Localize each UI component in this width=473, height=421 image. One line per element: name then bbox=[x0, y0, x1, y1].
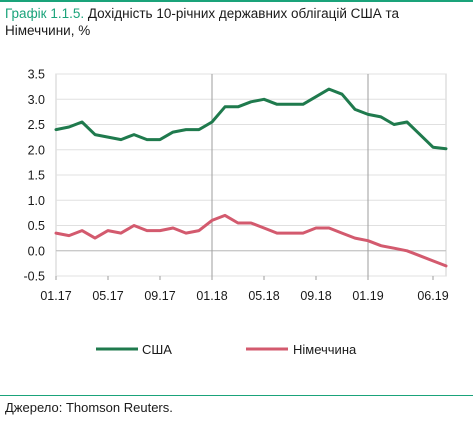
x-tick-label: 06.19 bbox=[417, 289, 448, 303]
y-tick-label: 0.5 bbox=[28, 219, 45, 233]
source-note: Джерело: Thomson Reuters. bbox=[5, 400, 173, 415]
chart-title-text: Дохідність 10-річних державних облігацій… bbox=[5, 6, 400, 38]
line-usa bbox=[54, 87, 448, 151]
x-tick-label: 05.17 bbox=[92, 289, 123, 303]
x-tick-label: 01.17 bbox=[40, 289, 71, 303]
y-tick-label: 1.5 bbox=[28, 169, 45, 183]
legend-germany-label: Німеччина bbox=[293, 342, 357, 357]
legend-usa-label: США bbox=[142, 342, 172, 357]
y-tick-label: 0.0 bbox=[28, 244, 45, 258]
x-tick-label: 09.17 bbox=[144, 289, 175, 303]
chart-title-number: Графік 1.1.5. bbox=[5, 6, 85, 21]
x-tick-label: 01.18 bbox=[196, 289, 227, 303]
chart-title: Графік 1.1.5. Дохідність 10-річних держа… bbox=[5, 5, 467, 39]
x-tick-label: 09.18 bbox=[300, 289, 331, 303]
x-tick-label: 05.18 bbox=[248, 289, 279, 303]
line-germany bbox=[54, 213, 448, 268]
x-tick-label: 01.19 bbox=[352, 289, 383, 303]
bottom-rule bbox=[0, 395, 473, 396]
y-tick-label: 3.0 bbox=[28, 93, 45, 107]
y-tick-label: -0.5 bbox=[23, 270, 45, 284]
y-tick-label: 3.5 bbox=[28, 68, 45, 82]
y-tick-label: 1.0 bbox=[28, 194, 45, 208]
y-tick-label: 2.0 bbox=[28, 143, 45, 157]
top-rule bbox=[0, 0, 473, 2]
y-tick-label: 2.5 bbox=[28, 118, 45, 132]
